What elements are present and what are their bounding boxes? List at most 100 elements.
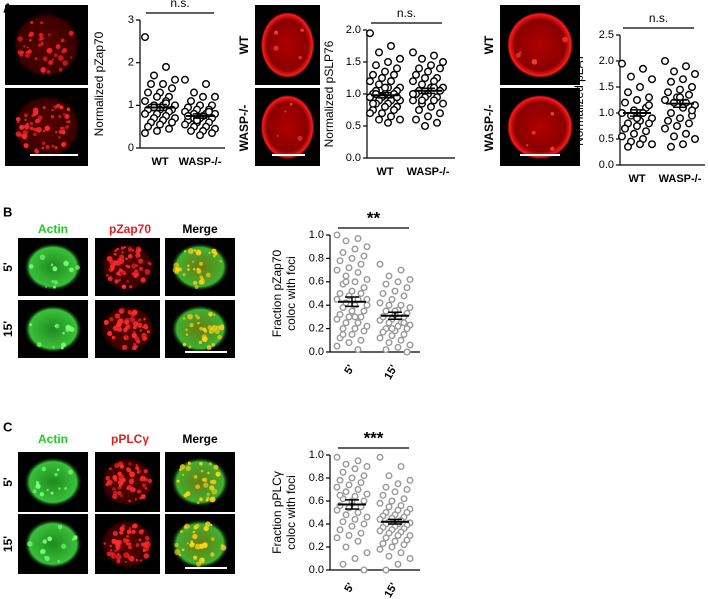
spot [50, 491, 54, 495]
spot [195, 561, 202, 567]
data-point [388, 325, 396, 333]
spot [118, 318, 125, 325]
spot [24, 52, 30, 58]
spot [33, 132, 37, 137]
micrograph [165, 300, 235, 358]
data-point [385, 503, 393, 511]
data-point [381, 67, 390, 76]
spot [209, 485, 215, 491]
spot [202, 477, 208, 483]
spot [42, 106, 46, 110]
spot [113, 252, 117, 256]
error-bar [153, 103, 167, 112]
y-tick-label: 0.8 [309, 252, 324, 264]
micrograph [95, 514, 160, 574]
spot [23, 113, 28, 118]
spot [140, 494, 146, 499]
spot [134, 498, 137, 501]
error-bar [388, 518, 402, 525]
spot [118, 268, 123, 273]
data-point [415, 64, 424, 73]
spot [196, 315, 200, 320]
spot [136, 469, 142, 474]
spot [187, 264, 190, 267]
spot [112, 494, 118, 500]
data-point [348, 287, 356, 295]
spot [198, 340, 202, 344]
spot [174, 269, 180, 275]
data-point [354, 268, 362, 276]
spot [212, 254, 216, 258]
data-point [357, 529, 365, 537]
spot [148, 262, 152, 266]
data-point [679, 140, 688, 149]
spot [188, 248, 194, 254]
data-point [387, 112, 396, 121]
data-point [682, 129, 691, 138]
micrograph [18, 238, 88, 296]
data-point [667, 108, 676, 117]
y-tick-label: 0.0 [309, 346, 324, 358]
spot [54, 324, 57, 328]
y-tick-label: 2.0 [346, 24, 361, 36]
spot [27, 541, 33, 547]
spot [58, 487, 61, 490]
spot [206, 496, 210, 500]
data-point [375, 80, 384, 89]
spot [60, 543, 67, 549]
data-point [348, 522, 356, 530]
data-point [390, 70, 399, 79]
spot [193, 555, 198, 560]
cell [23, 304, 83, 354]
spot [135, 543, 140, 548]
data-point [433, 118, 442, 127]
data-point [382, 346, 390, 354]
spot [19, 124, 25, 130]
data-point [642, 127, 651, 136]
spot [35, 126, 42, 133]
x-tick-label: 5' [342, 581, 357, 595]
data-point [369, 99, 378, 108]
data-point [390, 105, 399, 114]
spot [121, 475, 124, 478]
micrograph [165, 238, 235, 296]
spot [23, 45, 26, 48]
data-point [418, 96, 427, 105]
spot [196, 267, 200, 271]
spot [211, 342, 216, 347]
data-point [439, 58, 448, 67]
spot [205, 272, 211, 278]
spot [137, 258, 144, 264]
data-point [140, 97, 149, 106]
spot [183, 493, 188, 498]
spot [53, 53, 58, 58]
spot [115, 260, 122, 267]
column-header: Merge [182, 432, 218, 446]
data-point [439, 99, 448, 108]
micrograph [255, 88, 320, 166]
data-point [648, 140, 657, 149]
spot [115, 271, 121, 276]
data-point [394, 560, 402, 568]
y-tick-label: 2.5 [599, 29, 614, 41]
data-point [354, 319, 362, 327]
spot [139, 329, 143, 332]
x-tick-label: 15' [382, 363, 400, 382]
data-point [375, 48, 384, 57]
spot [197, 322, 200, 325]
spot [117, 471, 123, 477]
spot [194, 543, 201, 550]
spot [59, 105, 64, 110]
data-point [673, 121, 682, 130]
data-point [333, 342, 341, 350]
data-point [670, 67, 679, 76]
spot [143, 553, 150, 559]
spot [54, 146, 58, 150]
significance-label: n.s. [397, 6, 416, 20]
spot [550, 146, 555, 151]
data-point [394, 343, 402, 351]
data-point [645, 101, 654, 110]
data-point [342, 237, 350, 245]
spot [211, 248, 217, 254]
data-point [189, 88, 198, 97]
